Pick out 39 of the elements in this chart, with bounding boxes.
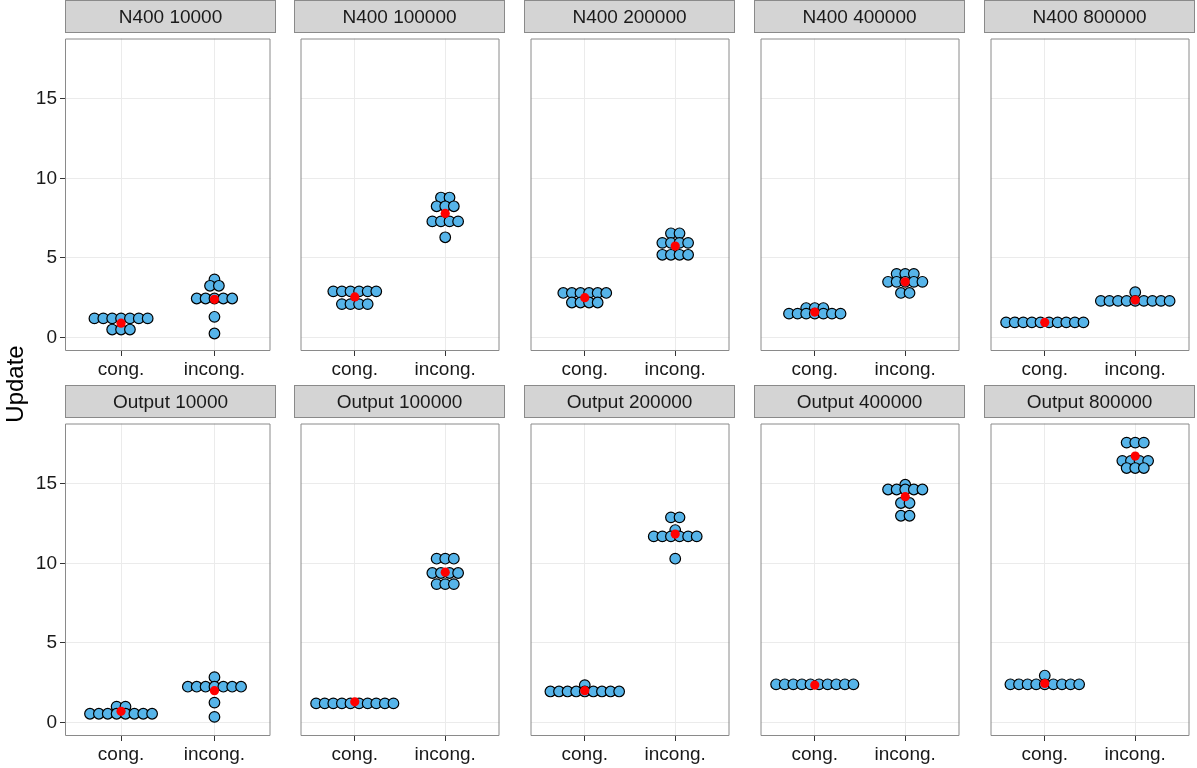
y-tick-label: 15 (35, 87, 57, 109)
chart-title: N400 400000 (754, 0, 965, 33)
y-tick-label: 15 (35, 472, 57, 494)
x-tick-label: incong. (874, 742, 936, 764)
y-tick-label: 5 (46, 246, 57, 268)
x-tick-label: incong. (183, 357, 246, 379)
x-tick-label: cong. (561, 742, 609, 764)
x-tick-label: cong. (1021, 742, 1069, 764)
x-tick-label: incong. (414, 742, 476, 764)
y-tick-label: 0 (46, 325, 57, 347)
x-tick-label: cong. (1021, 357, 1069, 379)
y-tick-label: 10 (35, 166, 57, 188)
y-tick-label: 5 (46, 631, 57, 653)
chart-title: Output 10000 (65, 385, 276, 418)
x-tick-label: incong. (183, 742, 246, 764)
x-tick-label: cong. (331, 357, 379, 379)
x-tick-label: incong. (874, 357, 936, 379)
x-tick-label: incong. (644, 742, 706, 764)
y-tick-label: 0 (46, 710, 57, 732)
x-tick-label: cong. (561, 357, 609, 379)
chart-title: N400 200000 (524, 0, 735, 33)
x-tick-label: cong. (97, 357, 145, 379)
x-tick-label: incong. (1104, 357, 1166, 379)
chart-title: Output 800000 (984, 385, 1195, 418)
x-tick-label: cong. (791, 742, 839, 764)
x-tick-label: incong. (1104, 742, 1166, 764)
chart-title: N400 800000 (984, 0, 1195, 33)
chart-title: Output 100000 (294, 385, 505, 418)
chart-title: Output 200000 (524, 385, 735, 418)
x-tick-label: cong. (791, 357, 839, 379)
y-axis-title: Update (1, 344, 29, 425)
x-tick-label: incong. (414, 357, 476, 379)
chart-title: Output 400000 (754, 385, 965, 418)
x-tick-label: incong. (644, 357, 706, 379)
chart-title: N400 10000 (65, 0, 276, 33)
y-tick-label: 10 (35, 551, 57, 573)
x-tick-label: cong. (331, 742, 379, 764)
chart-title: N400 100000 (294, 0, 505, 33)
x-tick-label: cong. (97, 742, 145, 764)
